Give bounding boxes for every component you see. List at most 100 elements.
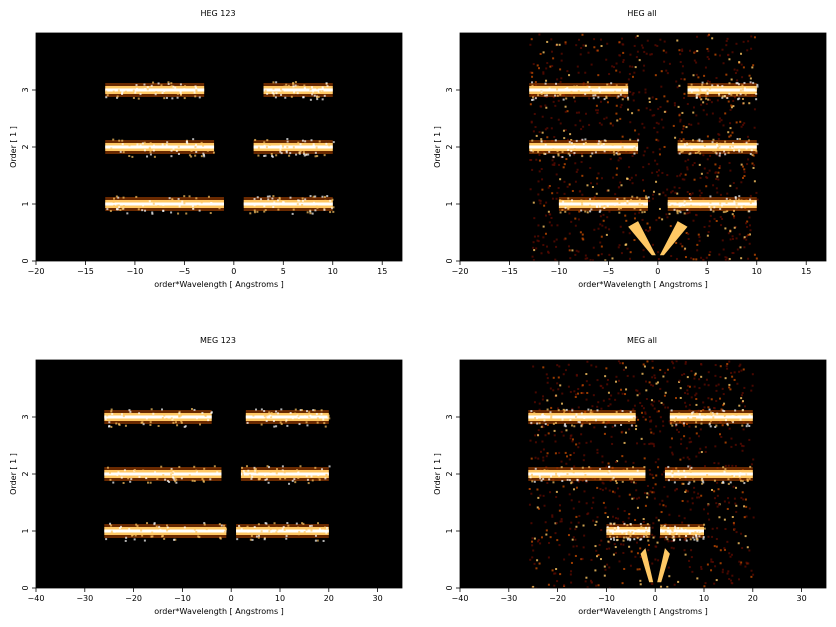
- noise-pixel: [653, 126, 656, 129]
- band-speckle: [681, 528, 684, 531]
- y-tick-label: 0: [445, 258, 454, 263]
- band-speckle: [202, 154, 205, 157]
- band-speckle: [317, 522, 320, 525]
- band-speckle: [316, 539, 319, 542]
- noise-pixel: [729, 134, 732, 137]
- noise-pixel: [636, 497, 639, 500]
- band-speckle: [531, 84, 534, 87]
- band-speckle: [204, 414, 207, 417]
- band-speckle: [166, 141, 169, 144]
- noise-pixel: [599, 488, 602, 491]
- noise-pixel: [555, 245, 558, 248]
- noise-pixel: [735, 121, 738, 124]
- noise-pixel: [729, 122, 732, 125]
- band-speckle: [110, 425, 113, 428]
- noise-pixel: [678, 187, 681, 190]
- noise-pixel: [581, 193, 584, 196]
- noise-pixel: [604, 512, 607, 515]
- band-speckle: [117, 474, 120, 477]
- band-speckle: [323, 207, 326, 210]
- noise-pixel: [643, 457, 646, 460]
- order-1-segment-2: [236, 529, 329, 533]
- noise-pixel: [731, 131, 734, 134]
- band-speckle: [306, 211, 309, 214]
- noise-pixel: [648, 100, 651, 103]
- band-speckle: [240, 528, 243, 531]
- band-speckle: [698, 93, 701, 96]
- band-speckle: [195, 87, 198, 90]
- noise-pixel: [562, 166, 565, 169]
- band-speckle: [314, 539, 317, 542]
- noise-pixel: [536, 540, 539, 543]
- band-speckle: [635, 148, 638, 151]
- band-speckle: [680, 527, 683, 530]
- x-tick-label: −15: [77, 267, 94, 276]
- noise-pixel: [561, 402, 564, 405]
- noise-pixel: [614, 193, 617, 196]
- noise-pixel: [692, 219, 695, 222]
- band-speckle: [559, 93, 562, 96]
- band-speckle: [292, 208, 295, 211]
- band-speckle: [590, 208, 593, 211]
- band-speckle: [121, 207, 124, 210]
- noise-pixel: [543, 504, 546, 507]
- noise-pixel: [687, 233, 690, 236]
- noise-pixel: [659, 106, 662, 109]
- noise-pixel: [729, 127, 732, 130]
- noise-pixel: [718, 117, 721, 120]
- noise-pixel: [547, 432, 550, 435]
- band-speckle: [622, 539, 625, 542]
- noise-pixel: [731, 464, 734, 467]
- band-speckle: [677, 470, 680, 473]
- band-speckle: [118, 527, 121, 530]
- noise-pixel: [671, 453, 674, 456]
- band-speckle: [170, 149, 173, 152]
- band-speckle: [306, 424, 309, 427]
- band-speckle: [660, 528, 663, 531]
- band-speckle: [671, 533, 674, 536]
- band-speckle: [629, 202, 632, 205]
- band-speckle: [603, 98, 606, 101]
- noise-pixel: [598, 544, 601, 547]
- noise-pixel: [618, 156, 621, 159]
- band-speckle: [178, 415, 181, 418]
- noise-pixel: [636, 34, 639, 37]
- x-tick-label: 20: [324, 594, 334, 603]
- noise-pixel: [719, 165, 722, 168]
- noise-pixel: [532, 585, 535, 588]
- noise-pixel: [622, 551, 625, 554]
- noise-pixel: [666, 585, 669, 588]
- band-speckle: [116, 95, 119, 98]
- noise-pixel: [578, 442, 581, 445]
- noise-pixel: [575, 111, 578, 114]
- band-speckle: [135, 195, 138, 198]
- band-speckle: [606, 83, 609, 86]
- band-speckle: [275, 526, 278, 529]
- band-speckle: [310, 139, 313, 142]
- band-speckle: [692, 476, 695, 479]
- band-speckle: [305, 421, 308, 424]
- noise-pixel: [728, 161, 731, 164]
- noise-pixel: [532, 549, 535, 552]
- band-speckle: [325, 526, 328, 529]
- noise-pixel: [683, 178, 686, 181]
- noise-pixel: [628, 73, 631, 76]
- noise-pixel: [597, 172, 600, 175]
- band-speckle: [314, 534, 317, 537]
- band-speckle: [263, 148, 266, 151]
- noise-pixel: [735, 531, 738, 534]
- band-speckle: [536, 417, 539, 420]
- noise-pixel: [634, 174, 637, 177]
- band-speckle: [146, 475, 149, 478]
- band-speckle: [613, 538, 616, 541]
- band-speckle: [143, 83, 146, 86]
- noise-pixel: [720, 224, 723, 227]
- noise-pixel: [645, 107, 648, 110]
- noise-pixel: [753, 164, 756, 167]
- noise-pixel: [729, 184, 732, 187]
- noise-pixel: [680, 442, 683, 445]
- noise-pixel: [718, 133, 721, 136]
- band-speckle: [678, 210, 681, 213]
- band-speckle: [253, 468, 256, 471]
- band-speckle: [694, 417, 697, 420]
